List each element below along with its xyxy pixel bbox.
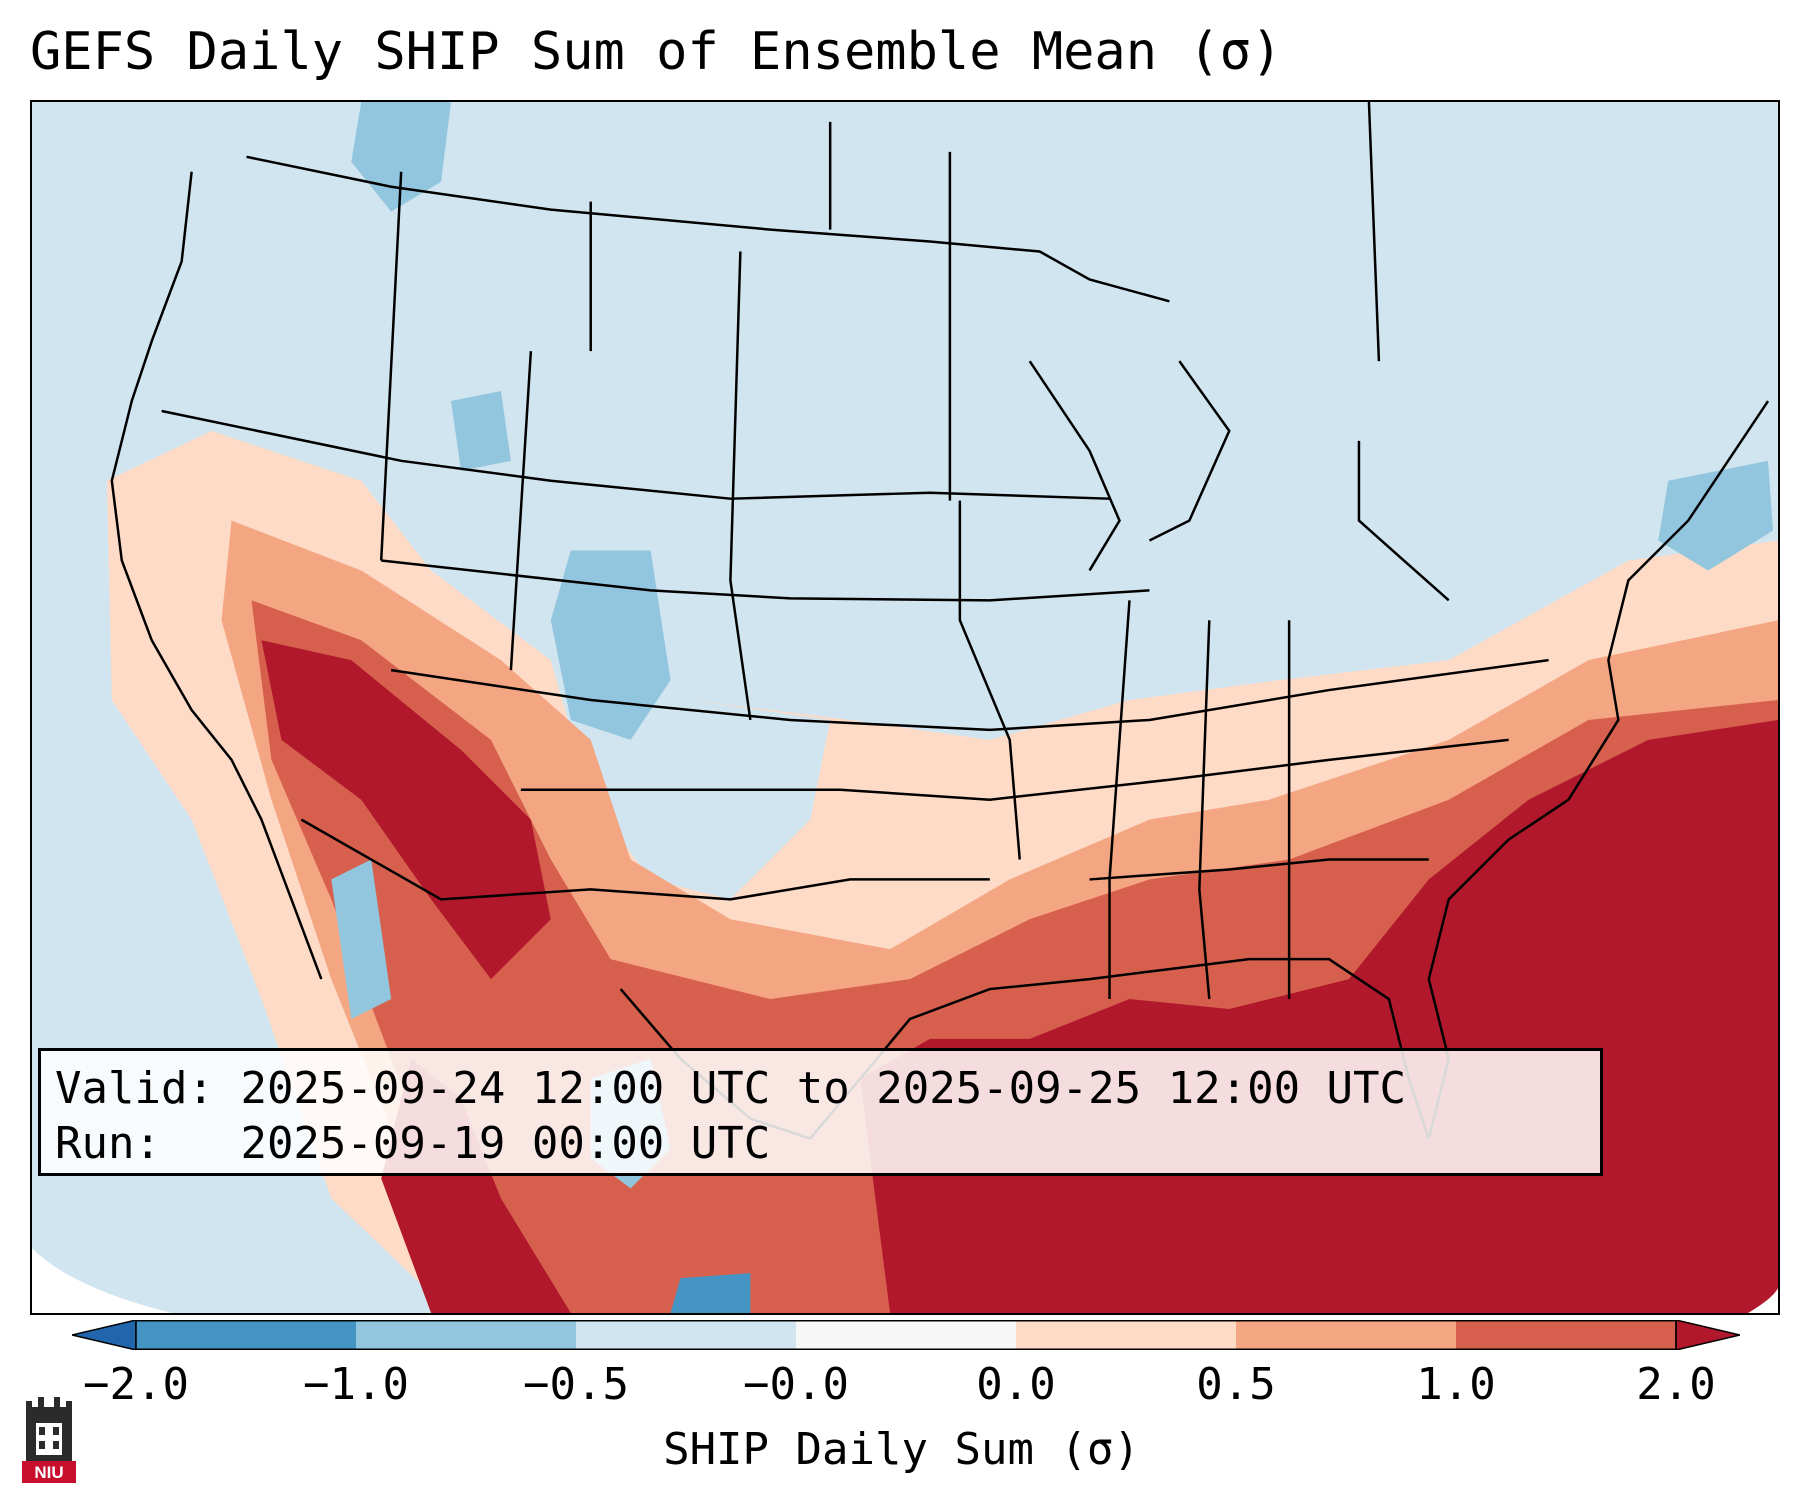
run-value: 2025-09-19 00:00 UTC — [240, 1118, 771, 1169]
valid-run-info-box: Valid: 2025-09-24 12:00 UTC to 2025-09-2… — [38, 1048, 1603, 1176]
colorbar-segment — [1456, 1320, 1677, 1350]
map-title: GEFS Daily SHIP Sum of Ensemble Mean (σ) — [30, 22, 1283, 82]
colorbar-extend-low — [72, 1320, 137, 1350]
colorbar-segment — [136, 1320, 357, 1350]
niu-logo: NIU — [22, 1397, 76, 1483]
colorbar-segments — [72, 1320, 1740, 1350]
boundaries — [110, 102, 1770, 1141]
colorbar-segment — [1236, 1320, 1457, 1350]
colorbar-tick-label: 1.0 — [1416, 1359, 1496, 1410]
colorbar-segment — [356, 1320, 577, 1350]
colorbar-tick-label: −0.5 — [523, 1359, 629, 1410]
colorbar-label: SHIP Daily Sum (σ) — [663, 1424, 1140, 1475]
run-label: Run: — [55, 1118, 161, 1169]
colorbar-ticks: −2.0 −1.0 −0.5 −0.0 0.0 0.5 1.0 2.0 — [0, 1360, 1803, 1410]
colorbar-segment — [1016, 1320, 1237, 1350]
colorbar-segment — [796, 1320, 1017, 1350]
colorbar-tick-label: −0.0 — [743, 1359, 849, 1410]
colorbar-tick-label: −1.0 — [303, 1359, 409, 1410]
colorbar-tick-label: 0.5 — [1196, 1359, 1276, 1410]
valid-value: 2025-09-24 12:00 UTC to 2025-09-25 12:00… — [240, 1063, 1407, 1114]
colorbar-outline — [135, 1320, 1677, 1350]
colorbar-tick-label: 0.0 — [976, 1359, 1056, 1410]
colorbar-tick-label: −2.0 — [83, 1359, 189, 1410]
colorbar-segment — [576, 1320, 797, 1350]
colorbar-extend-high — [1675, 1320, 1740, 1350]
logo-text: NIU — [34, 1463, 63, 1482]
valid-label: Valid: — [55, 1063, 214, 1114]
colorbar-tick-label: 2.0 — [1636, 1359, 1716, 1410]
colorbar — [72, 1320, 1740, 1350]
